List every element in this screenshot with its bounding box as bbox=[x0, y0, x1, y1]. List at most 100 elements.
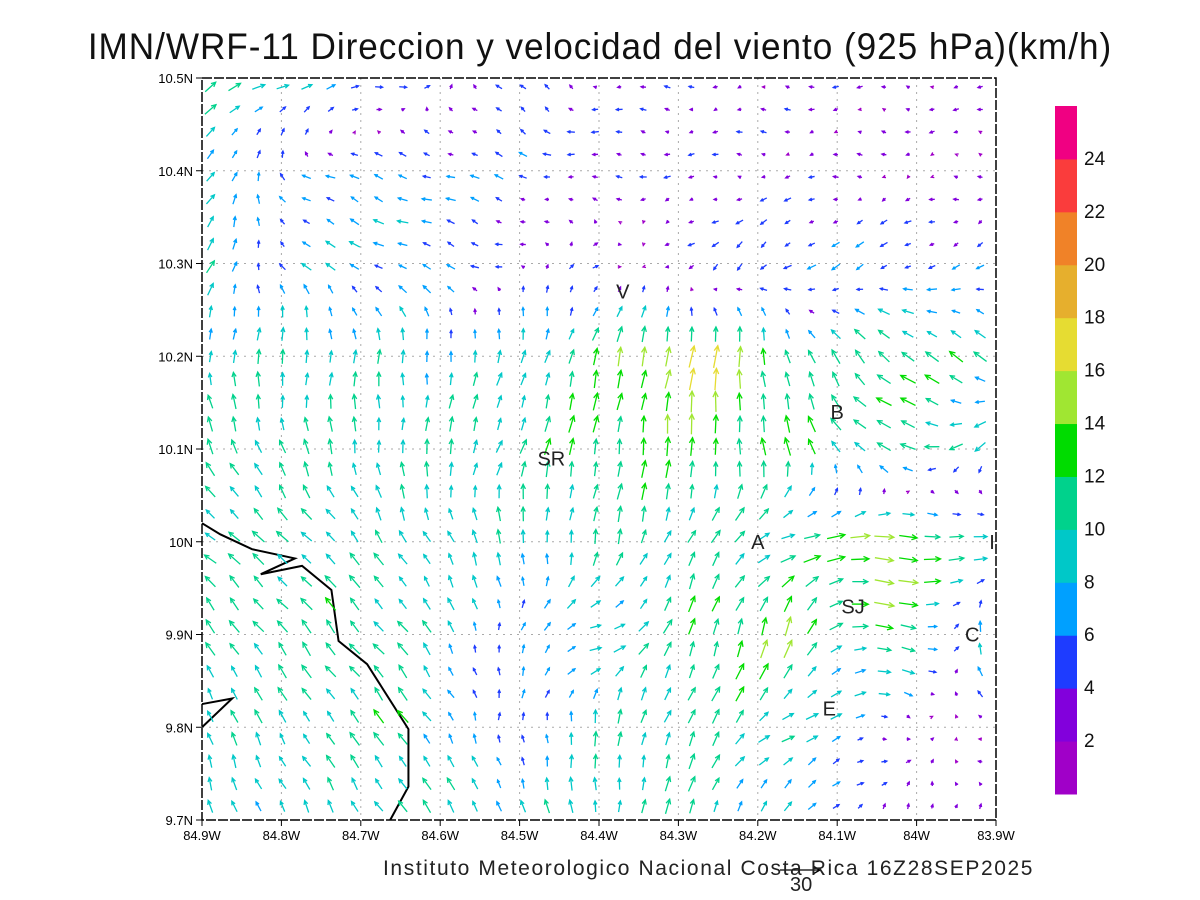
wind-arrow bbox=[496, 575, 502, 587]
wind-arrow bbox=[543, 437, 552, 455]
wind-arrow bbox=[447, 619, 455, 633]
wind-arrow bbox=[874, 579, 895, 586]
wind-arrow bbox=[901, 330, 914, 338]
wind-arrow bbox=[906, 737, 912, 741]
wind-arrow bbox=[304, 327, 309, 341]
wind-arrow bbox=[423, 733, 431, 744]
wind-arrow bbox=[712, 263, 719, 271]
wind-arrow bbox=[972, 351, 987, 362]
wind-arrow bbox=[252, 598, 264, 610]
wind-arrow bbox=[302, 438, 310, 455]
wind-arrow bbox=[808, 779, 817, 788]
wind-arrow bbox=[279, 416, 285, 431]
wind-arrow bbox=[568, 414, 576, 433]
wind-arrow bbox=[735, 130, 743, 134]
wind-arrow bbox=[496, 778, 502, 789]
place-label: C bbox=[965, 625, 979, 647]
wind-arrow bbox=[421, 711, 432, 722]
wind-arrow bbox=[521, 576, 525, 586]
wind-arrow bbox=[874, 533, 896, 541]
wind-arrow bbox=[639, 107, 647, 112]
wind-arrow bbox=[496, 371, 503, 386]
wind-arrow bbox=[712, 437, 719, 455]
wind-arrow bbox=[783, 197, 792, 202]
wind-arrow bbox=[207, 710, 214, 723]
wind-arrow bbox=[375, 462, 382, 476]
wind-arrow bbox=[568, 84, 574, 90]
wind-arrow bbox=[301, 687, 312, 700]
wind-arrow bbox=[853, 441, 866, 452]
wind-arrow bbox=[975, 264, 985, 270]
wind-arrow bbox=[472, 371, 479, 386]
wind-arrow bbox=[207, 754, 213, 768]
wind-arrow bbox=[301, 197, 311, 202]
wind-arrow bbox=[204, 485, 216, 498]
wind-arrow bbox=[904, 130, 911, 134]
wind-arrow bbox=[784, 175, 791, 179]
wind-arrow bbox=[255, 800, 262, 812]
wind-arrow bbox=[808, 370, 815, 387]
wind-arrow bbox=[760, 174, 766, 179]
wind-arrow bbox=[759, 436, 767, 456]
wind-arrow bbox=[616, 504, 623, 523]
wind-arrow bbox=[350, 800, 359, 812]
wind-arrow bbox=[711, 685, 721, 702]
wind-arrow bbox=[303, 460, 310, 477]
wind-arrow bbox=[664, 663, 671, 679]
colorbar-label: 22 bbox=[1084, 202, 1105, 223]
wind-arrow bbox=[664, 413, 671, 434]
wind-arrow bbox=[688, 551, 696, 567]
wind-arrow bbox=[857, 737, 864, 741]
wind-arrow bbox=[809, 129, 814, 134]
wind-arrow bbox=[617, 415, 623, 432]
wind-arrow bbox=[736, 107, 742, 112]
wind-arrow bbox=[688, 107, 694, 112]
wind-arrow bbox=[974, 400, 985, 404]
x-tick-label: 84.9W bbox=[183, 828, 221, 843]
wind-arrow bbox=[641, 459, 648, 478]
x-tick-label: 83.9W bbox=[977, 828, 1015, 843]
wind-arrow bbox=[857, 130, 862, 135]
wind-arrow bbox=[852, 578, 870, 585]
wind-arrow bbox=[616, 437, 623, 455]
wind-arrow bbox=[977, 512, 985, 517]
wind-arrow bbox=[324, 665, 337, 678]
wind-arrow bbox=[422, 284, 432, 294]
wind-arrow bbox=[978, 714, 983, 719]
wind-arrow bbox=[852, 623, 870, 630]
wind-arrow bbox=[906, 780, 910, 787]
y-tick-label: 10.2N bbox=[158, 349, 193, 364]
colorbar-swatch bbox=[1055, 688, 1077, 742]
wind-arrow bbox=[568, 529, 574, 543]
wind-arrow bbox=[496, 551, 502, 566]
wind-arrow bbox=[929, 85, 935, 90]
wind-arrow bbox=[807, 242, 816, 247]
wind-arrow bbox=[352, 130, 356, 135]
wind-arrow bbox=[688, 572, 696, 590]
wind-arrow bbox=[976, 579, 986, 585]
wind-arrow bbox=[851, 555, 871, 563]
wind-arrow bbox=[253, 507, 264, 521]
wind-arrow bbox=[855, 287, 864, 292]
wind-arrow bbox=[496, 528, 502, 544]
wind-arrow bbox=[688, 367, 696, 391]
wind-arrow bbox=[301, 174, 312, 180]
wind-arrow bbox=[878, 287, 889, 291]
wind-arrow bbox=[830, 690, 843, 698]
wind-arrow bbox=[350, 196, 359, 203]
wind-arrow bbox=[448, 733, 454, 744]
wind-arrow bbox=[832, 152, 838, 157]
wind-arrow bbox=[325, 688, 336, 700]
wind-arrow bbox=[952, 107, 960, 112]
wind-arrow bbox=[304, 150, 309, 157]
wind-arrow bbox=[396, 642, 409, 656]
wind-arrow bbox=[351, 306, 358, 316]
wind-arrow bbox=[326, 710, 335, 722]
wind-arrow bbox=[662, 618, 673, 634]
wind-arrow bbox=[973, 534, 989, 540]
wind-arrow bbox=[255, 393, 261, 409]
wind-arrow bbox=[807, 175, 815, 179]
wind-arrow bbox=[206, 171, 216, 182]
wind-arrow bbox=[231, 260, 238, 272]
wind-arrow bbox=[373, 264, 383, 269]
